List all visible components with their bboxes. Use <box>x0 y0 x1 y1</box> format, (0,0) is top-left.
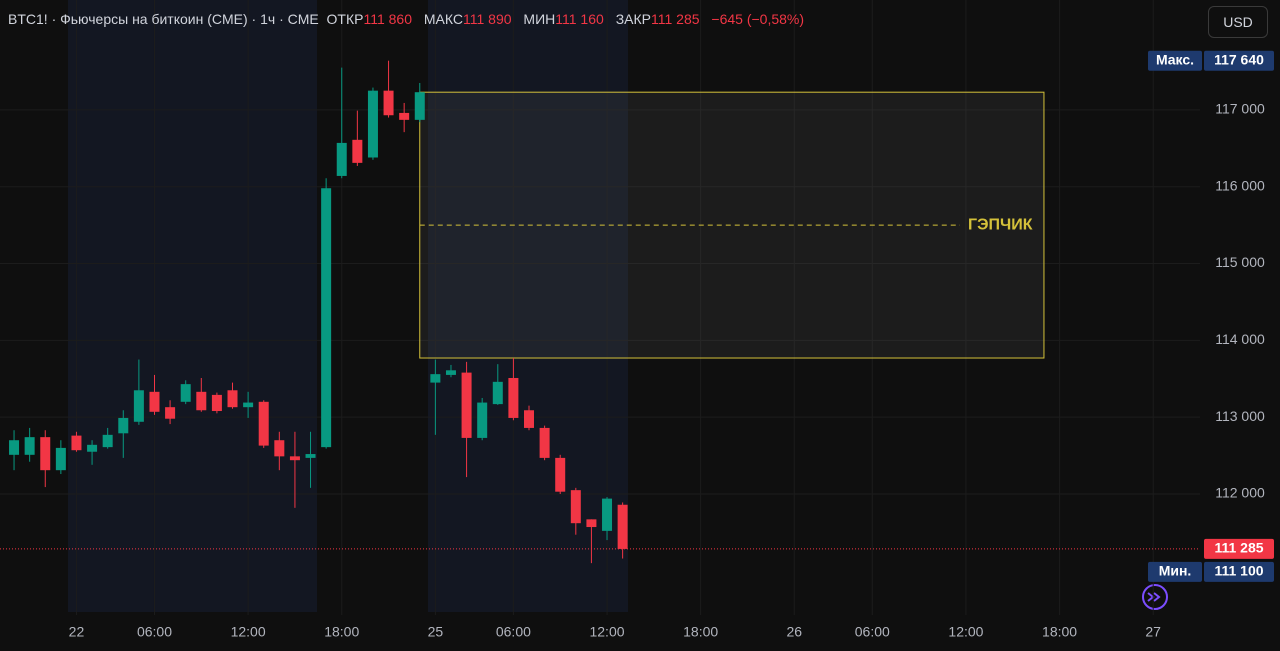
price-marker <box>1204 538 1274 559</box>
candle-body <box>165 407 176 419</box>
candle-body <box>336 142 347 176</box>
candle-body <box>211 394 222 412</box>
label: МИН <box>523 11 556 27</box>
label: ОТКР <box>326 11 364 27</box>
price-marker-label: 117 640 <box>1214 51 1264 67</box>
candle-body <box>523 410 534 428</box>
value: 111 890 <box>463 11 512 27</box>
x-tick-label: 12:00 <box>948 624 983 640</box>
candle-body <box>586 519 597 528</box>
candle-body <box>445 370 456 375</box>
candle-body <box>243 402 254 408</box>
price-marker-name: Мин. <box>1159 563 1192 579</box>
candle-body <box>24 437 35 455</box>
x-tick-label: 12:00 <box>231 624 266 640</box>
candle-body <box>414 92 425 120</box>
value: 111 860 <box>363 11 412 27</box>
gap-box <box>419 91 1045 359</box>
x-tick-label: 06:00 <box>496 624 531 640</box>
candle-body <box>118 417 129 434</box>
gap-label: ГЭПЧИК <box>968 216 1033 233</box>
candle-body <box>258 401 269 446</box>
change: −645 (−0,58%) <box>711 11 805 27</box>
candle-body <box>508 377 519 418</box>
price-marker-name: Макс. <box>1156 51 1194 67</box>
y-tick-label: 114 000 <box>1215 331 1265 347</box>
grid <box>0 0 1200 615</box>
price-marker-name-bg <box>1148 561 1202 582</box>
candle-body <box>289 456 300 461</box>
price-marker <box>1204 561 1274 582</box>
price-marker-label: 111 100 <box>1214 563 1263 579</box>
candle-body <box>305 454 316 458</box>
value: 111 285 <box>650 11 700 27</box>
x-tick-label: 18:00 <box>683 624 718 640</box>
candle-body <box>149 391 160 412</box>
candle-body <box>352 139 363 163</box>
y-tick-label: 112 000 <box>1215 485 1265 501</box>
candle-body <box>227 390 238 408</box>
label: ЗАКР <box>615 11 651 27</box>
value: 111 160 <box>555 11 604 27</box>
candle-body <box>430 374 441 383</box>
candle-body <box>570 490 581 524</box>
y-tick-label: 116 000 <box>1215 177 1265 193</box>
symbol-legend: BTC1! · Фьючерсы на биткоин (CME) · 1ч ·… <box>8 11 812 27</box>
candle-body <box>492 381 503 405</box>
candle-body <box>399 112 410 120</box>
label: МАКС <box>423 11 463 27</box>
candle-body <box>539 427 550 458</box>
price-marker-label: 111 285 <box>1214 540 1263 556</box>
candle-body <box>40 437 51 471</box>
candle-body <box>367 90 378 158</box>
candle-body <box>9 440 20 455</box>
x-tick-label: 22 <box>69 624 85 640</box>
candle-body <box>71 435 82 451</box>
candle-body <box>555 457 566 492</box>
y-tick-label: 113 000 <box>1215 408 1265 424</box>
candle-body <box>321 188 332 448</box>
candle-body <box>87 444 98 452</box>
candle-body <box>274 440 285 457</box>
candle-body <box>180 384 191 402</box>
session-shade <box>428 0 628 612</box>
candle-body <box>133 390 144 422</box>
x-tick-label: 26 <box>786 624 802 640</box>
x-tick-label: 06:00 <box>137 624 172 640</box>
currency-button[interactable]: USD <box>1208 6 1268 38</box>
candle-body <box>602 498 613 531</box>
symbol-title: BTC1! · Фьючерсы на биткоин (CME) · 1ч ·… <box>8 11 319 27</box>
candle-body <box>461 372 472 438</box>
x-tick-label: 06:00 <box>855 624 890 640</box>
candle-body <box>383 90 394 116</box>
x-tick-label: 25 <box>428 624 444 640</box>
candle-body <box>477 402 488 438</box>
price-marker-name-bg <box>1148 50 1202 71</box>
session-shade <box>68 0 317 612</box>
price-marker <box>1204 50 1274 71</box>
scroll-button[interactable] <box>1142 584 1168 610</box>
candle-body <box>55 447 66 471</box>
candle-body <box>102 434 113 448</box>
x-tick-label: 27 <box>1145 624 1161 640</box>
y-tick-label: 117 000 <box>1215 101 1265 117</box>
x-tick-label: 12:00 <box>589 624 624 640</box>
y-tick-label: 115 000 <box>1215 254 1265 270</box>
x-tick-label: 18:00 <box>324 624 359 640</box>
candle-body <box>617 504 628 549</box>
x-tick-label: 18:00 <box>1042 624 1077 640</box>
candle-body <box>196 391 207 411</box>
